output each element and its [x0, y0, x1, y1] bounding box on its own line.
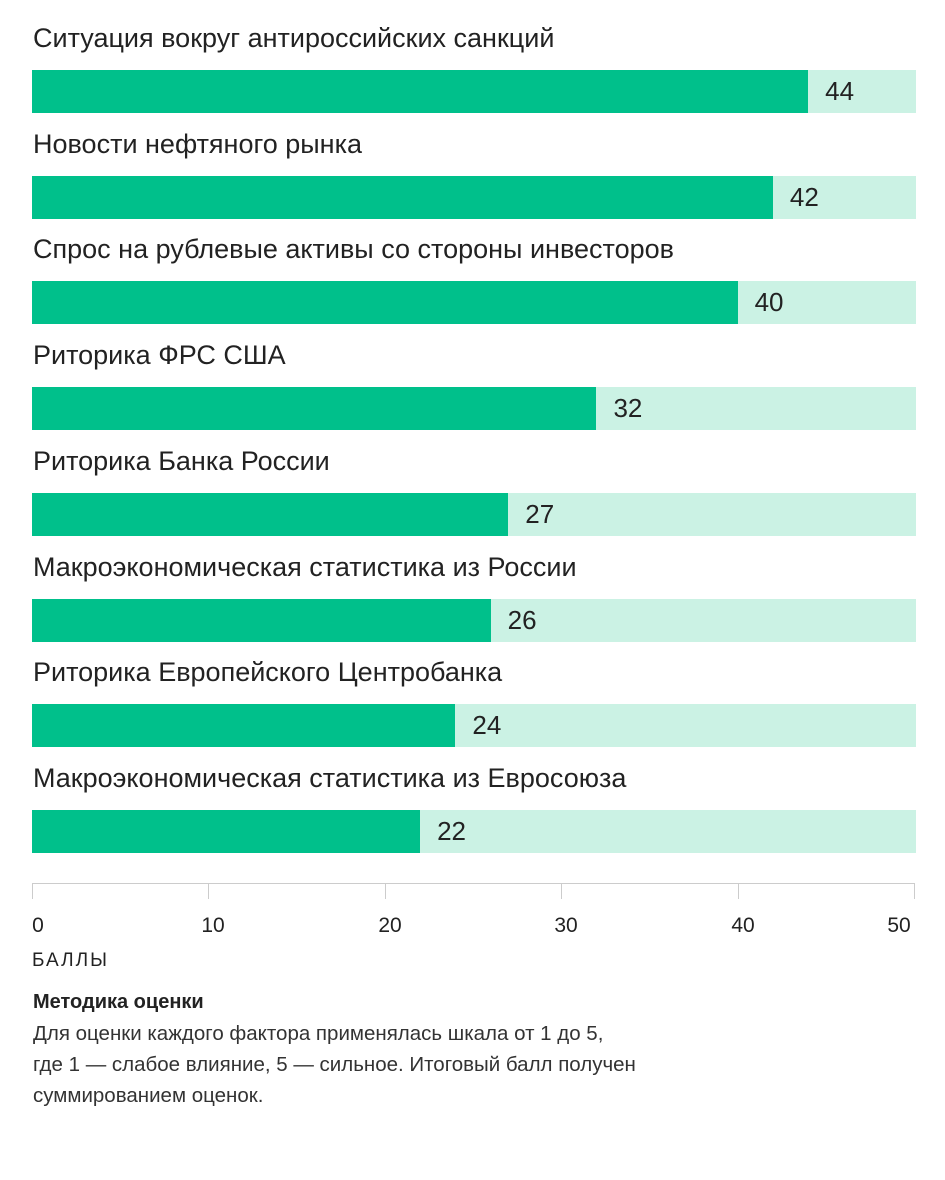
bar — [32, 387, 597, 430]
category-label: Риторика Банка России — [33, 446, 330, 476]
value-label: 32 — [613, 393, 643, 423]
category-label: Риторика ФРС США — [33, 340, 286, 370]
methodology-line: суммированием оценок. — [33, 1084, 264, 1107]
category-label: Ситуация вокруг антироссийских санкций — [33, 23, 555, 53]
x-tick-label: 0 — [32, 914, 44, 937]
bar-track: 44 — [32, 70, 916, 113]
category-label: Макроэкономическая статистика из России — [33, 552, 577, 582]
category-label: Риторика Европейского Центробанка — [33, 657, 503, 687]
x-tick-label: 40 — [731, 914, 755, 937]
bar-chart: Ситуация вокруг антироссийских санкций 44… — [32, 23, 916, 971]
value-label: 24 — [472, 710, 502, 740]
bar-track: 22 — [32, 810, 916, 853]
bar — [32, 704, 456, 747]
x-tick — [385, 883, 386, 899]
bar-track: 42 — [32, 176, 916, 219]
methodology-line: Для оценки каждого фактора применялась ш… — [33, 1022, 604, 1045]
x-tick-label: 20 — [378, 914, 402, 937]
x-axis-title: БАЛЛЫ — [32, 950, 109, 971]
bar — [32, 70, 809, 113]
methodology-text: Для оценки каждого фактора применялась ш… — [33, 1018, 913, 1111]
methodology-line: где 1 — слабое влияние, 5 — сильное. Ито… — [33, 1053, 636, 1076]
category-label: Новости нефтяного рынка — [33, 129, 363, 159]
methodology-title: Методика оценки — [33, 991, 204, 1013]
bar-track: 32 — [32, 387, 916, 430]
methodology-note: Методика оценки Для оценки каждого факто… — [33, 988, 913, 1111]
bar-track: 26 — [32, 599, 916, 642]
bar-track: 27 — [32, 493, 916, 536]
bar — [32, 176, 773, 219]
bar-track: 24 — [32, 704, 916, 747]
x-tick-label: 10 — [201, 914, 225, 937]
bar — [32, 281, 738, 324]
bar — [32, 810, 421, 853]
x-tick — [32, 883, 33, 899]
value-label: 40 — [754, 287, 784, 317]
x-tick — [208, 883, 209, 899]
value-label: 22 — [437, 816, 466, 846]
x-tick-label: 30 — [554, 914, 578, 937]
category-label: Спрос на рублевые активы со стороны инве… — [33, 234, 674, 264]
x-tick-label: 50 — [887, 914, 911, 937]
x-tick — [561, 883, 562, 899]
value-label: 42 — [789, 182, 819, 212]
value-label: 44 — [825, 76, 855, 106]
value-label: 27 — [525, 499, 555, 529]
x-axis-line — [32, 883, 914, 884]
bar-track: 40 — [32, 281, 916, 324]
value-label: 26 — [507, 605, 537, 635]
bar — [32, 493, 509, 536]
category-label: Макроэкономическая статистика из Евросою… — [33, 763, 627, 793]
x-tick — [914, 883, 915, 899]
x-tick — [738, 883, 739, 899]
bar — [32, 599, 491, 642]
